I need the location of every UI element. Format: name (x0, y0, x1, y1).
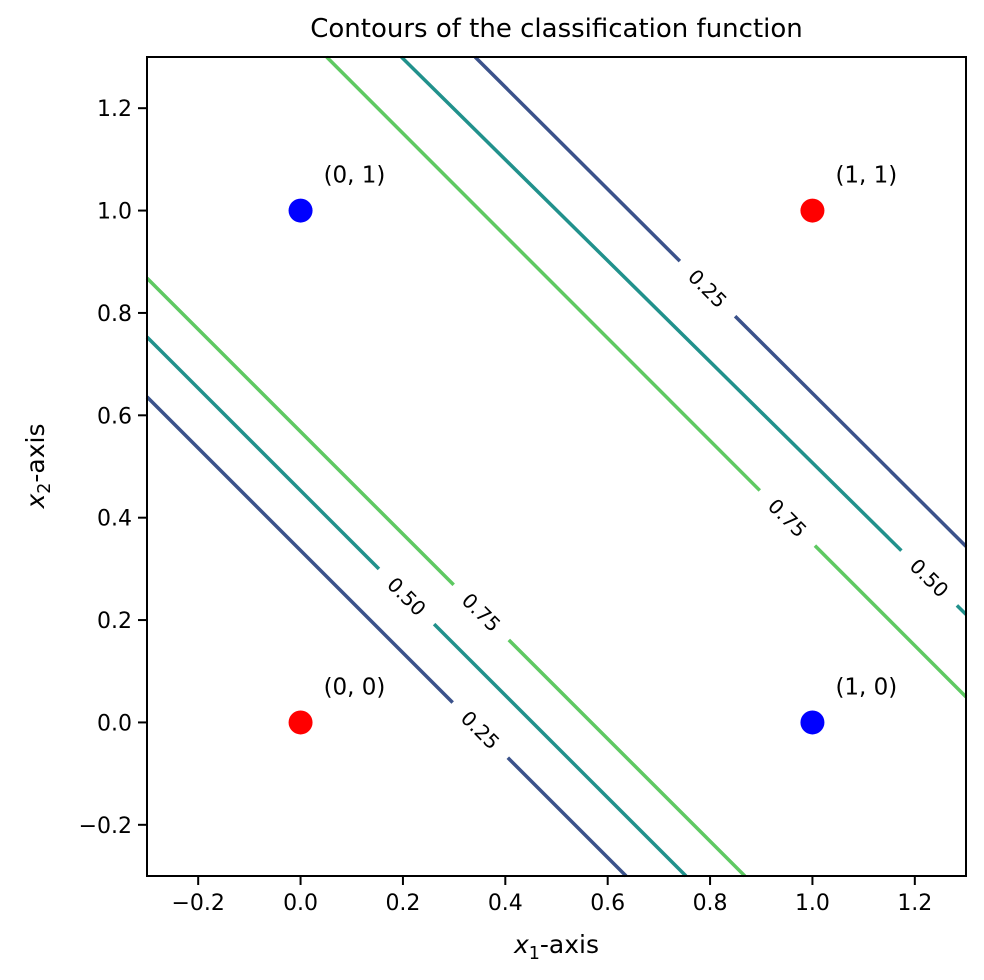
x-tick-label: 0.6 (590, 891, 625, 916)
point-annotation-0-0: (0, 0) (324, 674, 386, 700)
x-tick-label: 0.4 (488, 891, 523, 916)
point-annotation-0-1: (0, 1) (324, 163, 386, 189)
y-axis-label-sub: 2 (35, 482, 55, 494)
contour-label-upper-0.75: 0.75 (749, 480, 825, 556)
x-tick-label: −0.2 (171, 891, 224, 916)
x-axis-label-sub: 1 (528, 944, 540, 964)
y-tick-label: 0.4 (97, 507, 132, 532)
x-axis-label-var: x (513, 930, 529, 959)
y-tick-label: 0.6 (97, 404, 132, 429)
y-tick-label: 1.2 (97, 97, 132, 122)
data-point-0-1 (288, 198, 313, 223)
y-tick-label: 0.8 (97, 302, 132, 327)
contour-label-lower-0.25: 0.25 (442, 692, 518, 768)
y-tick-label: 0.2 (97, 609, 132, 634)
y-axis-label-rest: -axis (21, 423, 50, 483)
contour-line-upper-0.75 (325, 55, 968, 699)
contour-label-upper-0.50: 0.50 (891, 540, 967, 616)
axes-spines (146, 56, 967, 877)
x-tick-label: 1.0 (795, 891, 830, 916)
x-tick-label: 1.2 (897, 891, 932, 916)
contour-line-lower-0.25 (145, 395, 628, 878)
y-tick-label: 0.0 (97, 711, 132, 736)
y-tick-label: 1.0 (97, 200, 132, 225)
point-annotation-1-1: (1, 1) (835, 163, 897, 189)
data-point-1-0 (800, 710, 825, 735)
y-axis-label-var: x (21, 493, 50, 509)
contour-label-upper-0.25: 0.25 (669, 251, 746, 327)
contour-label-lower-0.50: 0.50 (369, 559, 444, 634)
x-tick-label: 0.2 (385, 891, 420, 916)
data-point-1-1 (800, 198, 825, 223)
chart-title: Contours of the classification function (310, 14, 803, 44)
x-axis-label: x1-axis (147, 930, 966, 964)
y-tick-label: −0.2 (79, 814, 132, 839)
x-tick-label: 0.8 (693, 891, 728, 916)
x-tick-label: 0.0 (283, 891, 318, 916)
contour-line-upper-0.50 (400, 55, 968, 616)
data-point-0-0 (288, 710, 313, 735)
y-axis-label: x2-axis (21, 423, 55, 508)
contour-line-lower-0.75 (145, 276, 747, 878)
x-axis-label-rest: -axis (539, 930, 600, 959)
point-annotation-1-0: (1, 0) (835, 674, 897, 700)
contour-label-lower-0.75: 0.75 (443, 574, 519, 650)
